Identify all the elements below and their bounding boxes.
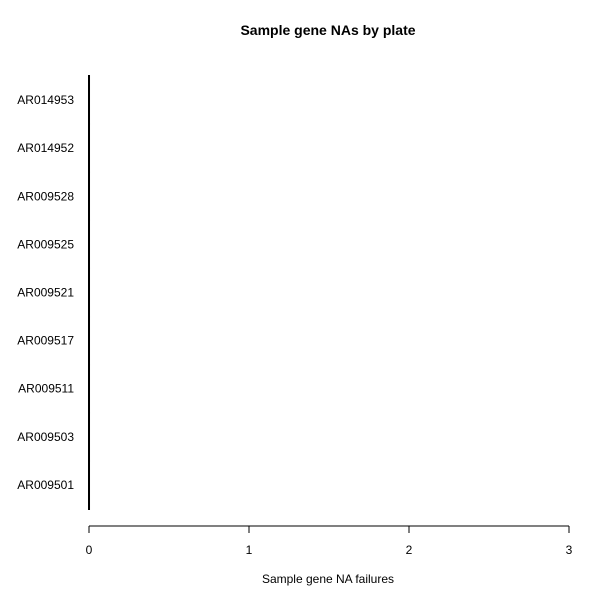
x-tick-label: 3	[566, 543, 573, 557]
category-label: AR009528	[17, 189, 74, 203]
chart-title: Sample gene NAs by plate	[240, 22, 415, 38]
x-tick-label: 1	[246, 543, 253, 557]
category-label: AR009521	[17, 286, 74, 300]
x-tick-label: 0	[86, 543, 93, 557]
category-label: AR014952	[17, 141, 74, 155]
category-label: AR014953	[17, 93, 74, 107]
category-label: AR009517	[17, 334, 74, 348]
x-axis-title: Sample gene NA failures	[262, 572, 394, 586]
x-axis: 0 1 2 3	[86, 526, 573, 557]
category-labels: AR014953 AR014952 AR009528 AR009525 AR009521…	[17, 93, 74, 492]
category-label: AR009511	[18, 382, 74, 396]
category-label: AR009525	[17, 237, 74, 251]
x-tick-label: 2	[406, 543, 413, 557]
category-label: AR009501	[17, 478, 74, 492]
category-label: AR009503	[17, 430, 74, 444]
